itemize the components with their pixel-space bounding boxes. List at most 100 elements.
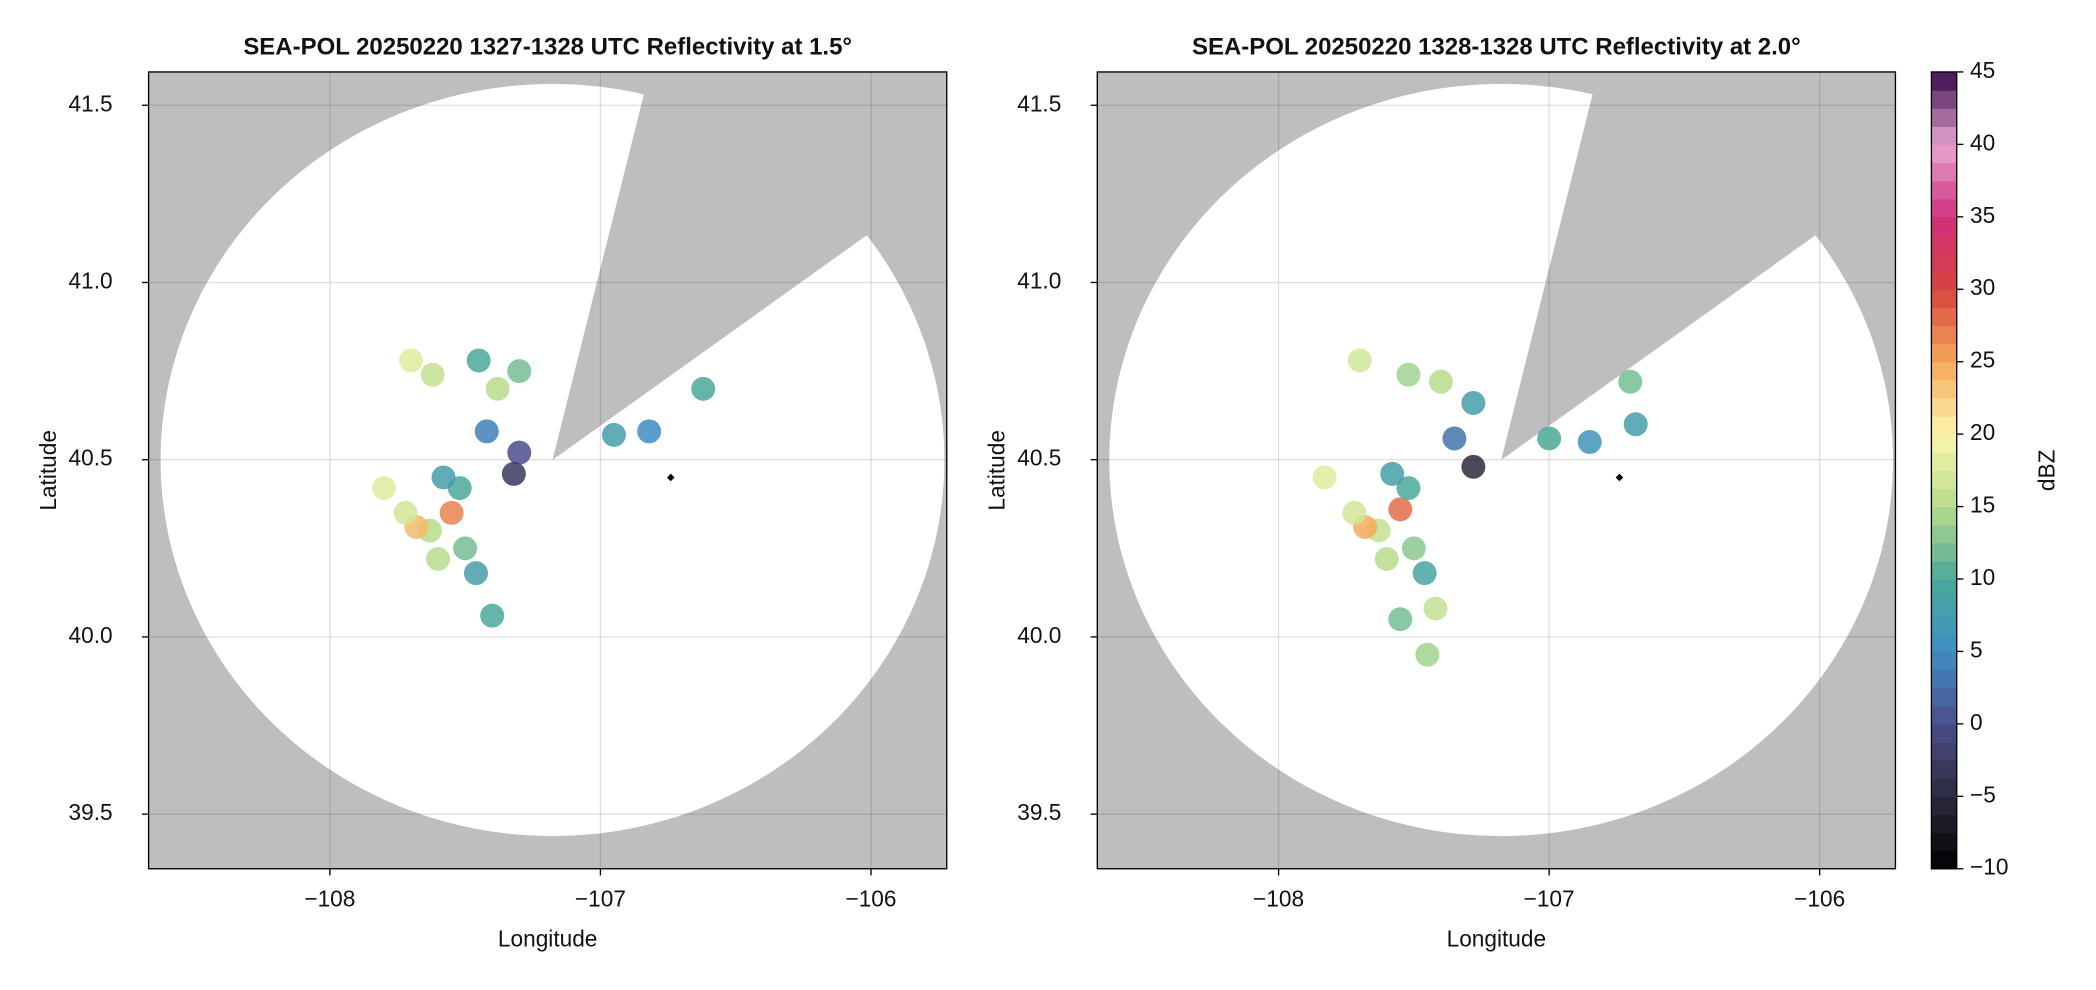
colorbar-step [1931, 597, 1957, 616]
colorbar-label: dBZ [2034, 449, 2060, 491]
echo [1412, 561, 1437, 586]
colorbar-step [1931, 506, 1957, 526]
y-tick-label: 40.5 [69, 445, 113, 471]
colorbar-step [1931, 379, 1957, 399]
echo [1401, 536, 1426, 561]
colorbar-step [1931, 814, 1957, 834]
colorbar-tick-label: 30 [1970, 274, 1995, 300]
plot-frame [147, 71, 948, 870]
echo [1537, 426, 1562, 451]
echo [480, 603, 505, 628]
echo [474, 419, 499, 444]
colorbar-step [1931, 126, 1957, 146]
colorbar-tick-label: 5 [1970, 636, 1983, 662]
echo [466, 348, 491, 373]
colorbar-tick-label: 20 [1970, 419, 1995, 445]
x-tick-label: −107 [1524, 886, 1575, 912]
x-tick-label: −108 [304, 886, 355, 912]
colorbar-step [1931, 108, 1957, 127]
echo [637, 419, 662, 444]
colorbar-step [1931, 416, 1957, 435]
colorbar-step [1931, 560, 1957, 580]
echo [1396, 476, 1421, 501]
echo [431, 465, 456, 490]
chart-title: SEA-POL 20250220 1327-1328 UTC Reflectiv… [243, 33, 852, 60]
colorbar-tick-label: 10 [1970, 564, 1995, 590]
colorbar-tick-label: 25 [1970, 347, 1995, 373]
echo [1374, 546, 1399, 571]
echo [1312, 465, 1337, 490]
colorbar-tick-label: 45 [1970, 57, 1995, 83]
echo [1442, 426, 1467, 451]
plot-area [148, 71, 947, 869]
echo [1347, 348, 1372, 373]
echo [1342, 500, 1367, 525]
colorbar-step [1931, 361, 1957, 381]
y-tick-label: 40.5 [1017, 445, 1061, 471]
y-tick-label: 40.0 [69, 622, 113, 648]
colorbar-step [1931, 778, 1957, 797]
echo [453, 536, 478, 561]
colorbar-step [1931, 651, 1957, 671]
y-tick-label: 40.0 [1017, 622, 1061, 648]
colorbar-step [1931, 180, 1957, 200]
colorbar-step [1931, 741, 1957, 761]
y-tick-label: 39.5 [69, 799, 113, 825]
colorbar-step [1931, 253, 1957, 272]
echo [1380, 461, 1405, 486]
y-axis-label: Latitude [984, 430, 1010, 511]
blocked-sector [1501, 71, 1896, 460]
blocked-sector [552, 71, 947, 460]
y-tick-label: 39.5 [1017, 799, 1061, 825]
colorbar-step [1931, 542, 1957, 562]
echo [426, 546, 451, 571]
colorbar-step [1931, 615, 1957, 634]
x-tick-label: −108 [1253, 886, 1304, 912]
colorbar-step [1931, 760, 1957, 779]
colorbar-step [1931, 434, 1957, 453]
y-tick-label: 41.0 [69, 267, 113, 293]
echo [420, 362, 445, 387]
y-axis-label: Latitude [35, 430, 61, 511]
echo [371, 476, 396, 501]
echo [439, 500, 464, 525]
echo [1461, 454, 1486, 479]
colorbar-step [1931, 488, 1957, 508]
echo [393, 500, 418, 525]
colorbar-step [1931, 144, 1957, 164]
colorbar-step [1931, 524, 1957, 544]
echo [1388, 607, 1413, 632]
echo [1618, 369, 1643, 394]
x-axis-label: Longitude [1447, 926, 1546, 952]
radar-marker [1615, 473, 1624, 482]
y-tick-label: 41.5 [1017, 90, 1061, 116]
echo [507, 359, 532, 384]
colorbar-step [1931, 397, 1957, 417]
echo [463, 561, 488, 586]
colorbar-step [1931, 343, 1957, 363]
colorbar-step [1931, 452, 1957, 472]
plot-area [1097, 71, 1896, 869]
echo [601, 422, 626, 447]
echo [1415, 642, 1440, 667]
echo [507, 440, 532, 465]
colorbar-step [1931, 90, 1957, 109]
colorbar-step [1931, 687, 1957, 707]
echo [1461, 391, 1486, 415]
colorbar-step [1931, 162, 1957, 182]
echo [1396, 362, 1421, 387]
echo [501, 461, 526, 486]
colorbar-step [1931, 796, 1957, 816]
colorbar-step [1931, 832, 1957, 852]
colorbar-tick-label: −10 [1970, 854, 2008, 880]
colorbar-step [1931, 198, 1957, 218]
colorbar-frame [1930, 71, 1958, 870]
colorbar-step [1931, 307, 1957, 327]
colorbar-step [1931, 470, 1957, 490]
colorbar-step [1931, 271, 1957, 290]
plot-frame [1096, 71, 1897, 870]
colorbar-step [1931, 850, 1957, 870]
colorbar-step [1931, 705, 1957, 725]
